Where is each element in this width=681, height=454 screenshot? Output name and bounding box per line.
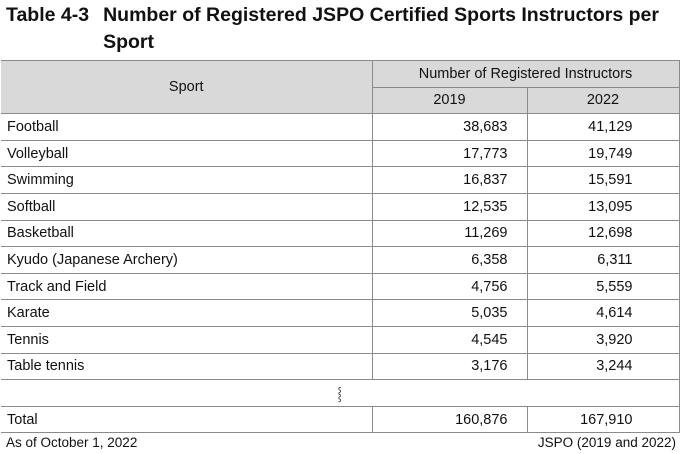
table-row: Volleyball 17,773 19,749 [1, 139, 680, 168]
header-sport: Sport [1, 59, 373, 115]
count-2022: 5,559 [526, 272, 680, 301]
table-row: Softball 12,535 13,095 [1, 192, 680, 221]
sport-name: Karate [1, 299, 373, 327]
total-label: Total [1, 405, 373, 434]
count-2022: 13,095 [526, 192, 680, 221]
count-2019: 3,176 [371, 352, 528, 381]
count-2022: 19,749 [526, 139, 680, 168]
count-2019: 6,358 [371, 246, 528, 274]
source-note: JSPO (2019 and 2022) [537, 435, 676, 450]
sport-name: Table tennis [1, 352, 373, 381]
sport-name: Softball [1, 192, 373, 221]
count-2022: 4,614 [526, 299, 680, 327]
sport-name: Swimming [1, 166, 373, 194]
count-2019: 11,269 [371, 219, 528, 248]
total-2019: 160,876 [371, 405, 528, 434]
header-year-2019: 2019 [371, 86, 528, 115]
count-2019: 38,683 [371, 113, 528, 141]
table-row: Tennis 4,545 3,920 [1, 325, 680, 354]
sport-name: Kyudo (Japanese Archery) [1, 246, 373, 274]
table-row: Swimming 16,837 15,591 [1, 166, 680, 194]
count-2022: 12,698 [526, 219, 680, 248]
header-registered-instructors: Number of Registered Instructors [371, 60, 680, 88]
header-year-2022: 2022 [526, 86, 680, 115]
sport-name: Basketball [1, 219, 373, 248]
table-number: Table 4-3 [6, 4, 90, 26]
count-2019: 16,837 [371, 166, 528, 194]
table-row: Basketball 11,269 12,698 [1, 219, 680, 248]
count-2019: 5,035 [371, 299, 528, 327]
table-title-text: Number of Registered JSPO Certified Spor… [103, 4, 659, 53]
count-2022: 41,129 [526, 113, 680, 141]
table-row: Karate 5,035 4,614 [1, 299, 680, 327]
count-2022: 15,591 [526, 166, 680, 194]
count-2019: 12,535 [371, 192, 528, 221]
table-row: Kyudo (Japanese Archery) 6,358 6,311 [1, 246, 680, 274]
table-row: Table tennis 3,176 3,244 [1, 352, 680, 381]
instructors-table: Sport Number of Registered Instructors 2… [1, 59, 680, 434]
count-2019: 4,756 [371, 272, 528, 301]
total-row: Total 160,876 167,910 [1, 405, 680, 434]
count-2022: 3,920 [526, 325, 680, 354]
table-row: Football 38,683 41,129 [1, 113, 680, 141]
sport-name: Football [1, 113, 373, 141]
count-2022: 6,311 [526, 246, 680, 274]
count-2019: 4,545 [371, 325, 528, 354]
sport-name: Tennis [1, 325, 373, 354]
count-2019: 17,773 [371, 139, 528, 168]
table-title: Table 4-3 Number of Registered JSPO Cert… [6, 2, 678, 56]
table-footer: As of October 1, 2022 JSPO (2019 and 202… [6, 435, 676, 450]
sport-name: Volleyball [1, 139, 373, 168]
table-row: Track and Field 4,756 5,559 [1, 272, 680, 301]
omission-mark: ⸾ [1, 379, 680, 407]
omission-row: ⸾ [1, 379, 680, 407]
sport-name: Track and Field [1, 272, 373, 301]
as-of-date-note: As of October 1, 2022 [6, 435, 138, 450]
total-2022: 167,910 [526, 405, 680, 434]
count-2022: 3,244 [526, 352, 680, 381]
